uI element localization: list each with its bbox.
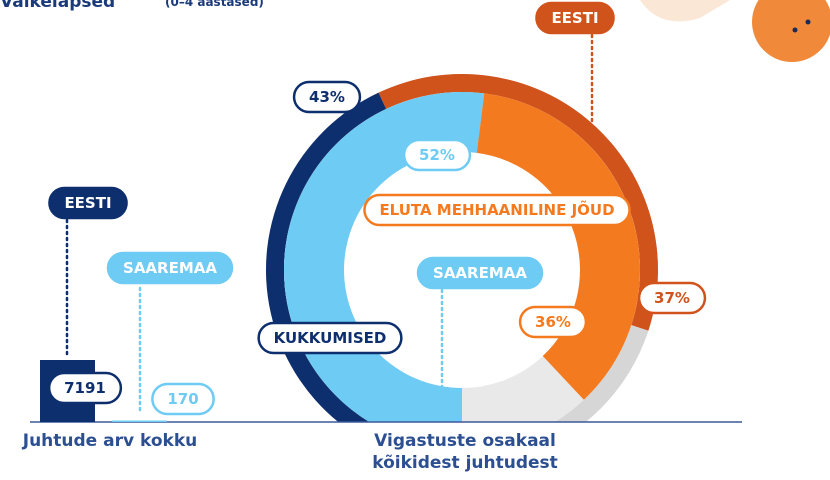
value-label: 52% xyxy=(402,138,472,172)
pill-bg xyxy=(47,371,123,405)
segment xyxy=(476,93,640,400)
bar xyxy=(112,420,167,422)
value-label-text: 170 xyxy=(167,390,198,408)
value-label-text: 52% xyxy=(419,146,455,164)
pill-bg xyxy=(106,251,234,285)
category-label: SAAREMAA xyxy=(106,251,234,285)
value-label: 36% xyxy=(518,305,588,339)
value-label: 37% xyxy=(637,281,707,315)
legend-label: SAAREMAA xyxy=(416,256,544,290)
category-label: ELUTA MEHHAANILINE JÕUD xyxy=(363,193,631,227)
pill-bg xyxy=(518,305,588,339)
donut xyxy=(266,74,658,422)
value-label: 170 xyxy=(151,382,215,416)
pill-bg xyxy=(416,256,544,290)
category-label-text: SAAREMAA xyxy=(123,259,217,277)
decoration xyxy=(640,0,830,62)
legend-label: EESTI xyxy=(535,1,615,35)
pill-bg xyxy=(151,382,215,416)
category-label: EESTI xyxy=(48,186,128,220)
pill-bg xyxy=(292,80,362,114)
pill-bg xyxy=(363,193,631,227)
value-label-text: 37% xyxy=(654,289,690,307)
segment xyxy=(378,74,658,331)
value-label: 43% xyxy=(292,80,362,114)
value-label-text: 43% xyxy=(309,88,345,106)
pill-bg xyxy=(402,138,472,172)
category-label: KUKKUMISED xyxy=(257,321,403,355)
x-label: Juhtude arv kokku xyxy=(22,431,198,451)
title: Väikelapsed xyxy=(0,0,115,12)
value-label-text: 36% xyxy=(535,313,571,331)
category-label-text: ELUTA MEHHAANILINE JÕUD xyxy=(379,200,614,219)
pill-bg xyxy=(48,186,128,220)
legend-label-text: SAAREMAA xyxy=(433,264,527,282)
pill-bg xyxy=(257,321,403,355)
subtitle: (0–4 aastased) xyxy=(165,0,264,9)
legend-label-text: EESTI xyxy=(551,9,598,27)
pill-bg xyxy=(535,1,615,35)
pill-bg xyxy=(637,281,707,315)
category-label-text: KUKKUMISED xyxy=(274,329,387,347)
value-label-text: 7191 xyxy=(64,379,106,397)
category-label-text: EESTI xyxy=(64,194,111,212)
value-label: 7191 xyxy=(47,371,123,405)
x-label: Vigastuste osakaal kõikidest juhtudest xyxy=(372,431,558,473)
